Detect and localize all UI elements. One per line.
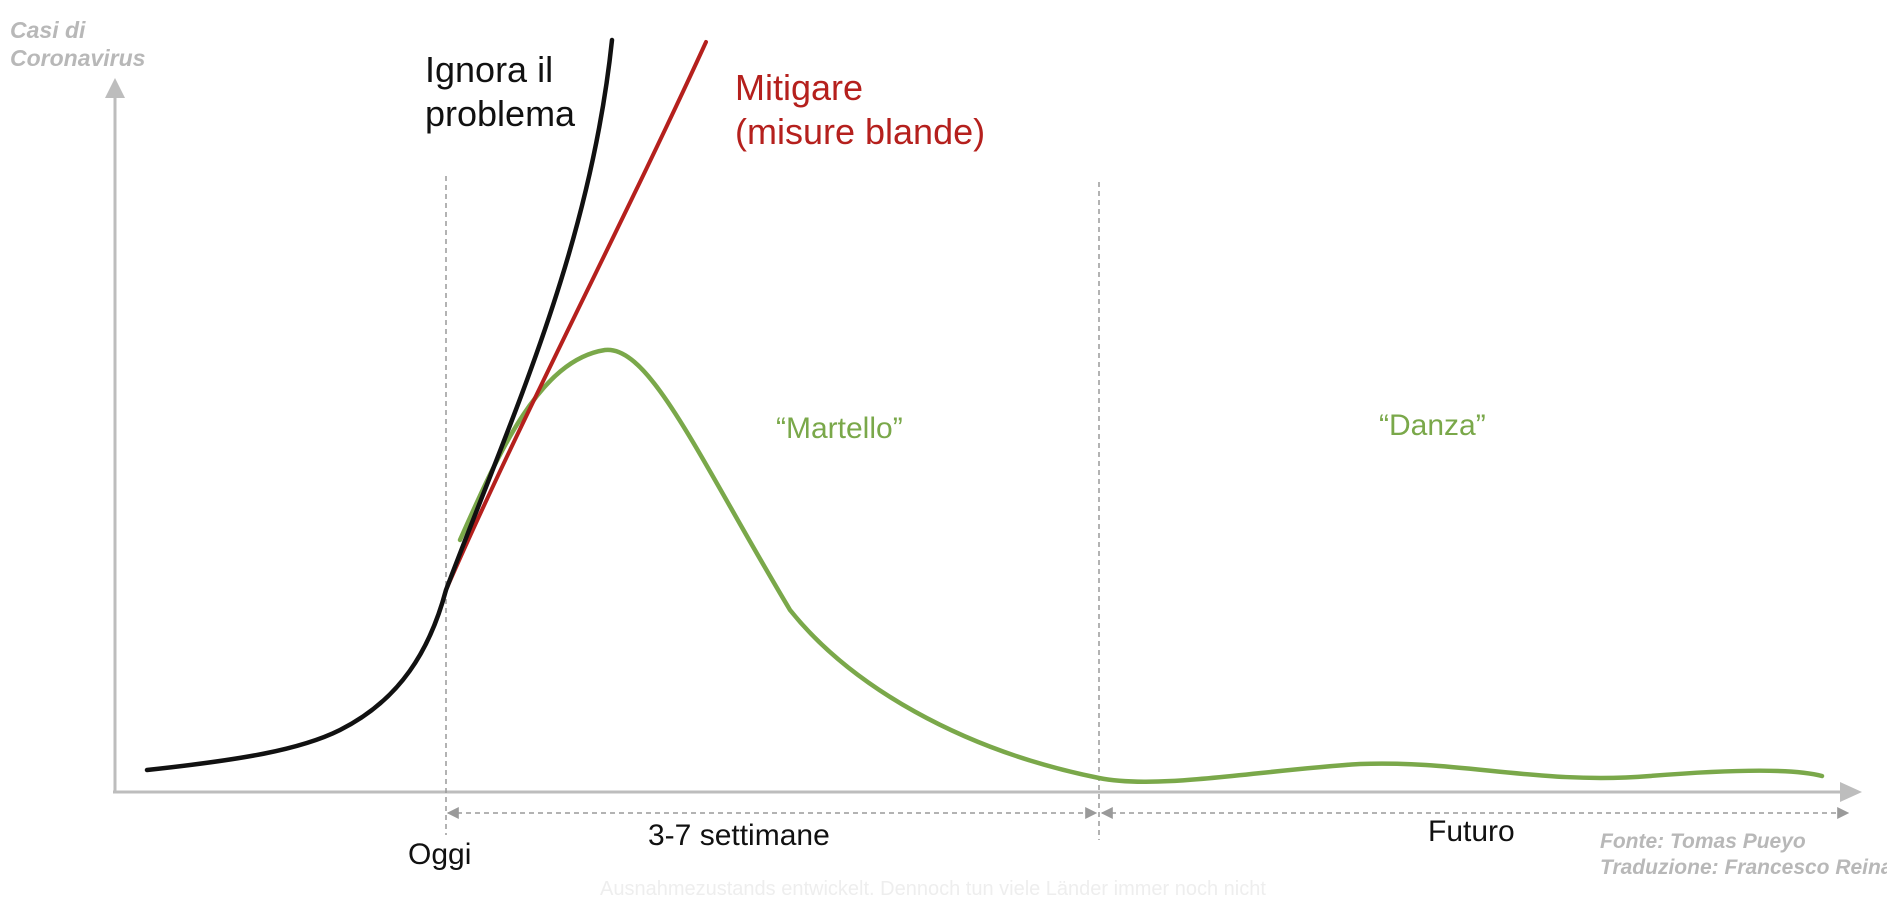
- suppression-curve: [457, 347, 1825, 785]
- unchecked-growth-curve: [144, 37, 615, 773]
- ignore-problem-label: Ignora il problema: [425, 48, 575, 136]
- source-credit: Fonte: Tomas Pueyo Traduzione: Francesco…: [1600, 829, 1887, 881]
- future-label: Futuro: [1428, 815, 1515, 848]
- today-label: Oggi: [408, 838, 472, 871]
- y-axis-arrowhead: [105, 78, 125, 98]
- mitigation-label-line-1: Mitigare: [735, 67, 864, 108]
- hammer-phase-label: “Martello”: [776, 412, 903, 445]
- mitigation-label-line-2: (misure blande): [735, 111, 986, 152]
- faded-background-caption: Ausnahmezustands entwickelt. Dennoch tun…: [600, 878, 1266, 900]
- source-translator: Traduzione: Francesco Reina: [1600, 856, 1887, 879]
- y-axis-title-line-2: Coronavirus: [10, 45, 146, 71]
- source-author: Fonte: Tomas Pueyo: [1600, 830, 1806, 853]
- x-axis-arrowhead: [1840, 782, 1862, 802]
- ignore-label-line-1: Ignora il: [425, 49, 554, 90]
- mitigation-curve: [444, 40, 708, 592]
- y-axis-title: Casi di Coronavirus: [10, 16, 145, 72]
- duration-label: 3-7 settimane: [648, 819, 830, 852]
- y-axis-title-line-1: Casi di: [10, 17, 86, 43]
- dance-phase-label: “Danza”: [1379, 409, 1486, 442]
- ignore-label-line-2: problema: [425, 93, 576, 134]
- mitigation-label: Mitigare (misure blande): [735, 66, 985, 154]
